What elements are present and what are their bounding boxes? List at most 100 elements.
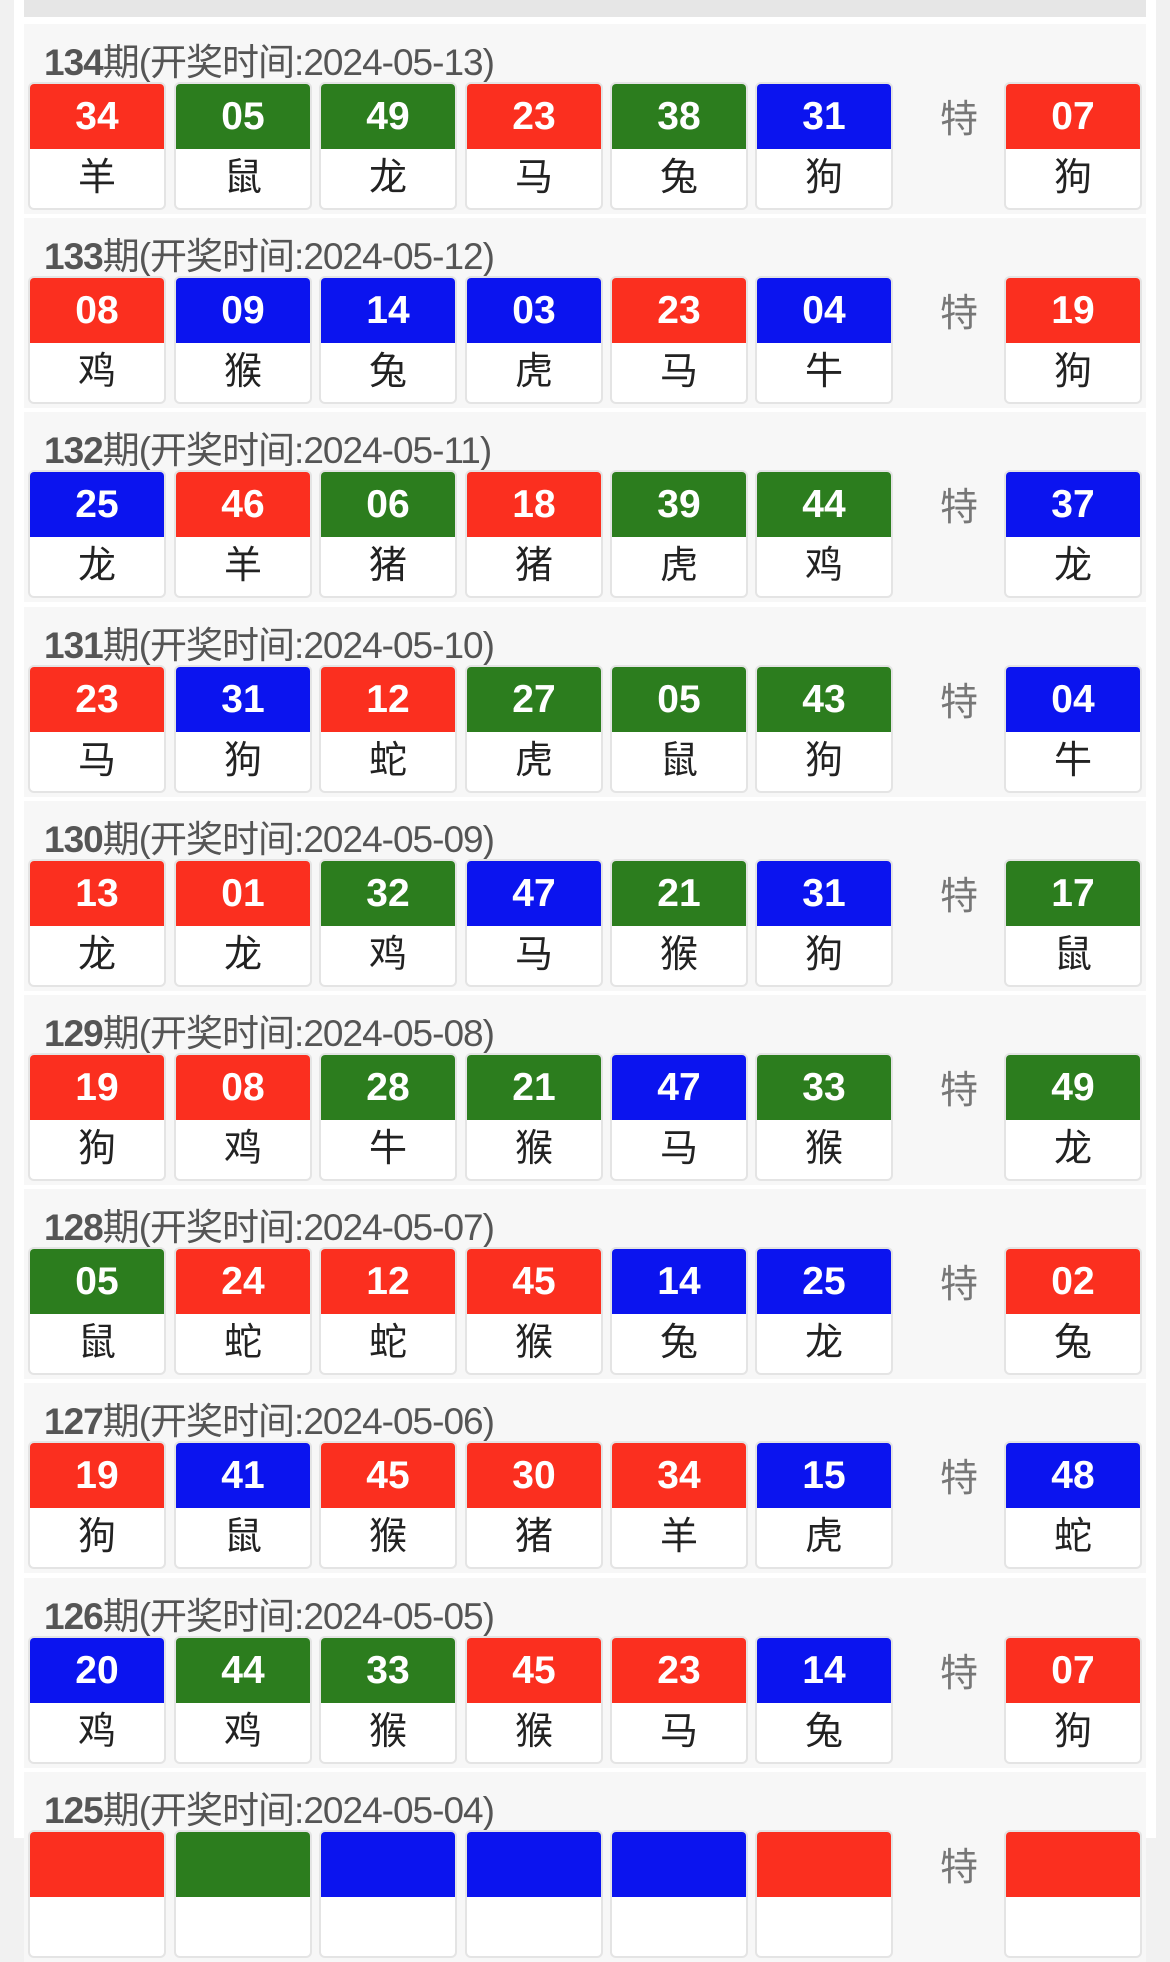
ball-number: 30	[467, 1443, 601, 1509]
draw-header: 134期(开奖时间:2024-05-13)	[44, 32, 495, 86]
zodiac-label: 牛	[804, 351, 843, 394]
number-ball	[321, 1831, 455, 1956]
ball-number: 02	[1006, 1249, 1140, 1315]
number-ball: 15 虎	[757, 1443, 891, 1568]
number-ball: 39 虎	[612, 472, 746, 597]
zodiac-label: 龙	[223, 933, 262, 976]
zodiac-label: 鼠	[223, 157, 262, 199]
number-ball: 08 鸡	[30, 278, 164, 403]
zodiac-label: 狗	[804, 933, 843, 976]
zodiac-label: 猴	[514, 1322, 553, 1365]
ball-number: 34	[30, 84, 164, 149]
draw-time: 期(开奖时间:2024-05-13)	[102, 42, 495, 83]
ball-number: 19	[30, 1443, 164, 1509]
ball-number: 31	[757, 860, 891, 926]
special-ball: 37 龙	[1006, 472, 1140, 597]
number-ball: 03 虎	[467, 278, 601, 403]
zodiac-label: 兔	[659, 1322, 698, 1365]
number-ball: 05 鼠	[612, 666, 746, 791]
ball-number: 31	[176, 666, 310, 732]
special-label: 特	[939, 99, 978, 141]
ball-number: 44	[176, 1637, 310, 1703]
ball-number: 23	[467, 84, 601, 149]
zodiac-label: 牛	[368, 1128, 407, 1170]
number-ball: 47 马	[467, 860, 601, 985]
zodiac-label: 蛇	[223, 1322, 262, 1365]
zodiac-label: 狗	[223, 739, 262, 782]
draw-header: 128期(开奖时间:2024-05-07)	[44, 1197, 495, 1251]
top-bar	[24, 0, 1146, 17]
draw-header: 132期(开奖时间:2024-05-11)	[44, 420, 492, 474]
issue-number: 126	[44, 1595, 104, 1637]
ball-number	[467, 1831, 601, 1897]
special-ball: 04 牛	[1006, 666, 1140, 791]
draw-time: 期(开奖时间:2024-05-10)	[102, 624, 495, 666]
number-ball: 13 龙	[30, 860, 164, 985]
zodiac-label: 狗	[77, 1128, 116, 1170]
zodiac-label: 猪	[368, 545, 407, 588]
ball-number: 14	[612, 1249, 746, 1315]
ball-number: 45	[467, 1637, 601, 1703]
number-ball: 43 狗	[757, 666, 891, 791]
zodiac-label: 猪	[514, 1516, 553, 1559]
draw-row: 129期(开奖时间:2024-05-08) 19 狗 08 鸡 28 牛 21 猴 47 马 33 猴 特…	[24, 995, 1146, 1185]
special-label: 特	[939, 1652, 978, 1695]
draw-time: 期(开奖时间:2024-05-09)	[102, 818, 495, 860]
ball-number: 18	[467, 472, 601, 538]
draw-header: 125期(开奖时间:2024-05-04)	[44, 1780, 495, 1834]
number-ball: 46 羊	[176, 472, 310, 597]
ball-number: 12	[321, 666, 455, 732]
ball-number: 20	[30, 1637, 164, 1703]
issue-number: 131	[44, 624, 104, 666]
ball-number: 39	[612, 472, 746, 538]
zodiac-label: 猴	[368, 1710, 407, 1753]
special-ball: 02 兔	[1006, 1249, 1140, 1374]
issue-number: 127	[44, 1401, 104, 1443]
number-ball: 41 鼠	[176, 1443, 310, 1568]
issue-number: 130	[44, 818, 104, 860]
ball-number: 03	[467, 278, 601, 344]
draw-time: 期(开奖时间:2024-05-11)	[102, 430, 492, 472]
ball-number: 14	[321, 278, 455, 344]
special-ball	[1006, 1831, 1140, 1956]
zodiac-label	[321, 1897, 455, 1956]
zodiac-label: 猴	[223, 351, 262, 394]
zodiac-label: 兔	[659, 157, 698, 199]
ball-number: 48	[1006, 1443, 1140, 1509]
number-ball: 05 鼠	[176, 84, 310, 208]
number-ball: 45 猴	[467, 1249, 601, 1374]
zodiac-label	[176, 1897, 310, 1956]
number-ball: 06 猪	[321, 472, 455, 597]
number-ball	[467, 1831, 601, 1956]
ball-number	[757, 1831, 891, 1897]
number-ball: 44 鸡	[757, 472, 891, 597]
issue-number: 134	[44, 42, 104, 83]
draw-row: 132期(开奖时间:2024-05-11) 25 龙 46 羊 06 猪 18 猪 39 虎 44 鸡 特…	[24, 412, 1146, 603]
ball-number: 33	[321, 1637, 455, 1703]
zodiac-label: 马	[77, 739, 116, 782]
zodiac-label: 狗	[1053, 1710, 1092, 1753]
zodiac-label: 马	[514, 933, 553, 976]
number-ball: 14 兔	[612, 1249, 746, 1374]
number-ball: 12 蛇	[321, 666, 455, 791]
issue-number: 129	[44, 1013, 104, 1054]
ball-number	[1006, 1831, 1140, 1897]
special-label: 特	[939, 1264, 978, 1307]
zodiac-label: 羊	[223, 545, 262, 588]
zodiac-label: 猴	[659, 933, 698, 976]
number-ball: 12 蛇	[321, 1249, 455, 1374]
number-ball: 25 龙	[30, 472, 164, 597]
number-ball: 23 马	[612, 278, 746, 403]
issue-number: 133	[44, 236, 104, 278]
draw-row: 130期(开奖时间:2024-05-09) 13 龙 01 龙 32 鸡 47 马 21 猴 31 狗 特…	[24, 800, 1146, 991]
ball-number: 23	[30, 666, 164, 732]
zodiac-label: 狗	[804, 157, 843, 199]
ball-number: 44	[757, 472, 891, 538]
ball-number: 28	[321, 1055, 455, 1120]
ball-number: 07	[1006, 84, 1140, 149]
number-ball: 14 兔	[321, 278, 455, 403]
ball-number: 19	[30, 1055, 164, 1120]
special-label: 特	[939, 487, 978, 530]
ball-number: 04	[1006, 666, 1140, 732]
ball-number: 47	[612, 1055, 746, 1120]
